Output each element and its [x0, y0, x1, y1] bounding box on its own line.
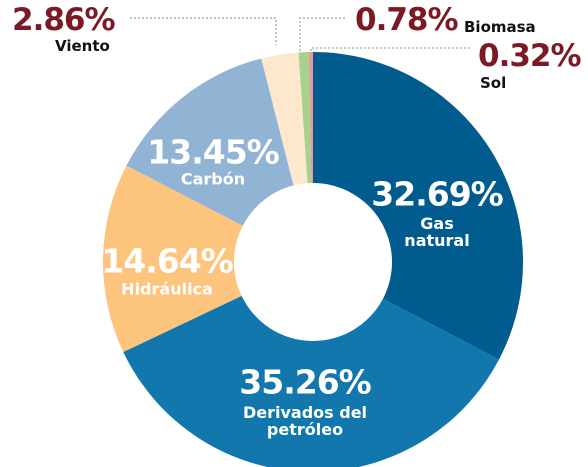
slice-category-label: Hidráulica — [121, 279, 213, 299]
callout-value-label: 0.78% — [355, 2, 459, 38]
slice-category-label: Carbón — [180, 169, 246, 189]
slice-value-label: 35.26% — [239, 362, 371, 402]
leader-line — [299, 17, 345, 52]
slice-value-label: 32.69% — [371, 174, 503, 214]
donut-slice — [261, 52, 308, 186]
donut-slice — [308, 52, 313, 184]
callout-category-label: Viento — [55, 37, 110, 55]
callout-category-label: Biomasa — [464, 18, 536, 36]
donut-slice — [123, 295, 499, 467]
callout-value-label: 0.32% — [478, 38, 582, 74]
donut-slice — [126, 58, 294, 226]
callout-value-label: 2.86% — [12, 2, 116, 38]
donut-slice — [298, 52, 312, 184]
slice-value-label: 13.45% — [147, 132, 279, 172]
leader-line — [130, 17, 277, 45]
donut-slice — [313, 52, 524, 360]
slice-category-label: Gas natural — [404, 214, 470, 250]
slice-value-label: 14.64% — [101, 241, 233, 281]
callout-category-label: Sol — [480, 74, 507, 92]
leader-line — [310, 47, 470, 55]
donut-slice — [102, 165, 243, 353]
slice-category-label: Derivados del petróleo — [242, 403, 368, 439]
